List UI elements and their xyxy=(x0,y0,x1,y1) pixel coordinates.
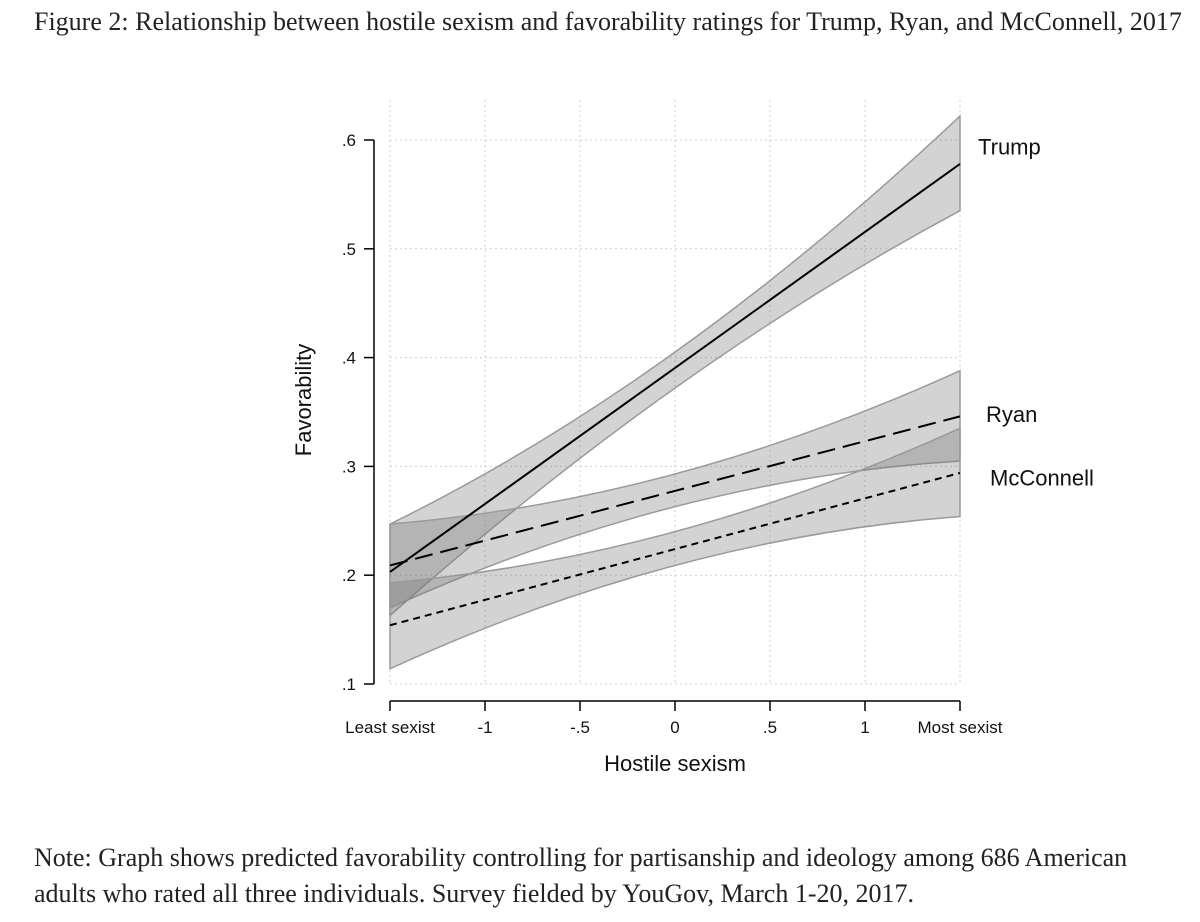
axes: .1 .2 .3 .4 .5 .6 Least sexist -1 -.5 0 .5 1 Most se… xyxy=(342,131,1003,737)
x-tick-label: Least sexist xyxy=(345,718,435,737)
y-axis-title: Favorability xyxy=(291,344,316,456)
series-label-mcconnell: McConnell xyxy=(990,465,1094,490)
figure-note: Note: Graph shows predicted favorability… xyxy=(34,843,1128,908)
figure-title: Figure 2: Relationship between hostile s… xyxy=(34,7,1182,36)
x-tick-label: 1 xyxy=(860,718,869,737)
x-tick-label: -1 xyxy=(477,718,492,737)
line-trump xyxy=(389,163,961,573)
ci-band-mcconnell xyxy=(389,427,961,670)
x-tick-label: -.5 xyxy=(570,718,590,737)
y-tick-label: .6 xyxy=(342,131,356,150)
line-ryan xyxy=(389,415,961,567)
x-tick-label: .5 xyxy=(763,718,777,737)
series-label-ryan: Ryan xyxy=(986,402,1037,427)
x-tick-label: 0 xyxy=(670,718,679,737)
ci-band-trump xyxy=(389,114,961,618)
y-tick-label: .4 xyxy=(342,349,356,368)
line-mcconnell xyxy=(389,471,961,627)
y-tick-label: .5 xyxy=(342,240,356,259)
y-tick-label: .2 xyxy=(342,566,356,585)
gridlines xyxy=(389,100,961,685)
series-lines xyxy=(389,163,961,627)
y-tick-label: .3 xyxy=(342,457,356,476)
x-tick-label: Most sexist xyxy=(917,718,1002,737)
y-tick-label: .1 xyxy=(342,675,356,694)
x-axis-title: Hostile sexism xyxy=(604,751,746,776)
series-label-trump: Trump xyxy=(978,135,1041,160)
confidence-bands xyxy=(389,114,961,670)
series-labels: Trump Ryan McConnell xyxy=(978,135,1094,491)
